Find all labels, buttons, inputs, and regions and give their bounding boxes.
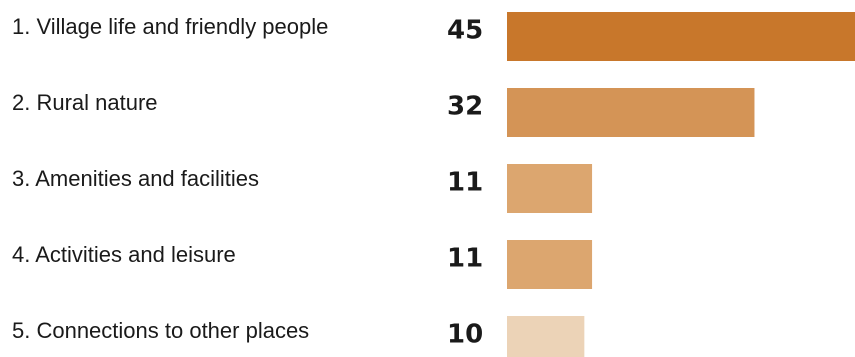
value-label-1: 45 [447,16,483,46]
value-label-4: 11 [447,244,483,274]
category-label-5: 5. Connections to other places [12,318,309,343]
value-labels-group: 45 32 11 11 10 [447,16,483,350]
bars-group [507,12,855,357]
value-label-5: 10 [447,320,483,350]
value-label-3: 11 [447,168,483,198]
bar-2 [507,88,755,137]
category-label-4: 4. Activities and leisure [12,242,236,267]
bar-4 [507,240,593,289]
bar-5 [507,316,585,357]
bar-3 [507,164,593,213]
value-label-2: 32 [447,92,483,122]
category-label-1: 1. Village life and friendly people [12,14,328,39]
category-label-3: 3. Amenities and facilities [12,166,259,191]
bar-1 [507,12,855,61]
category-label-2: 2. Rural nature [12,90,158,115]
category-labels-group: 1. Village life and friendly people 2. Ru… [12,14,328,343]
